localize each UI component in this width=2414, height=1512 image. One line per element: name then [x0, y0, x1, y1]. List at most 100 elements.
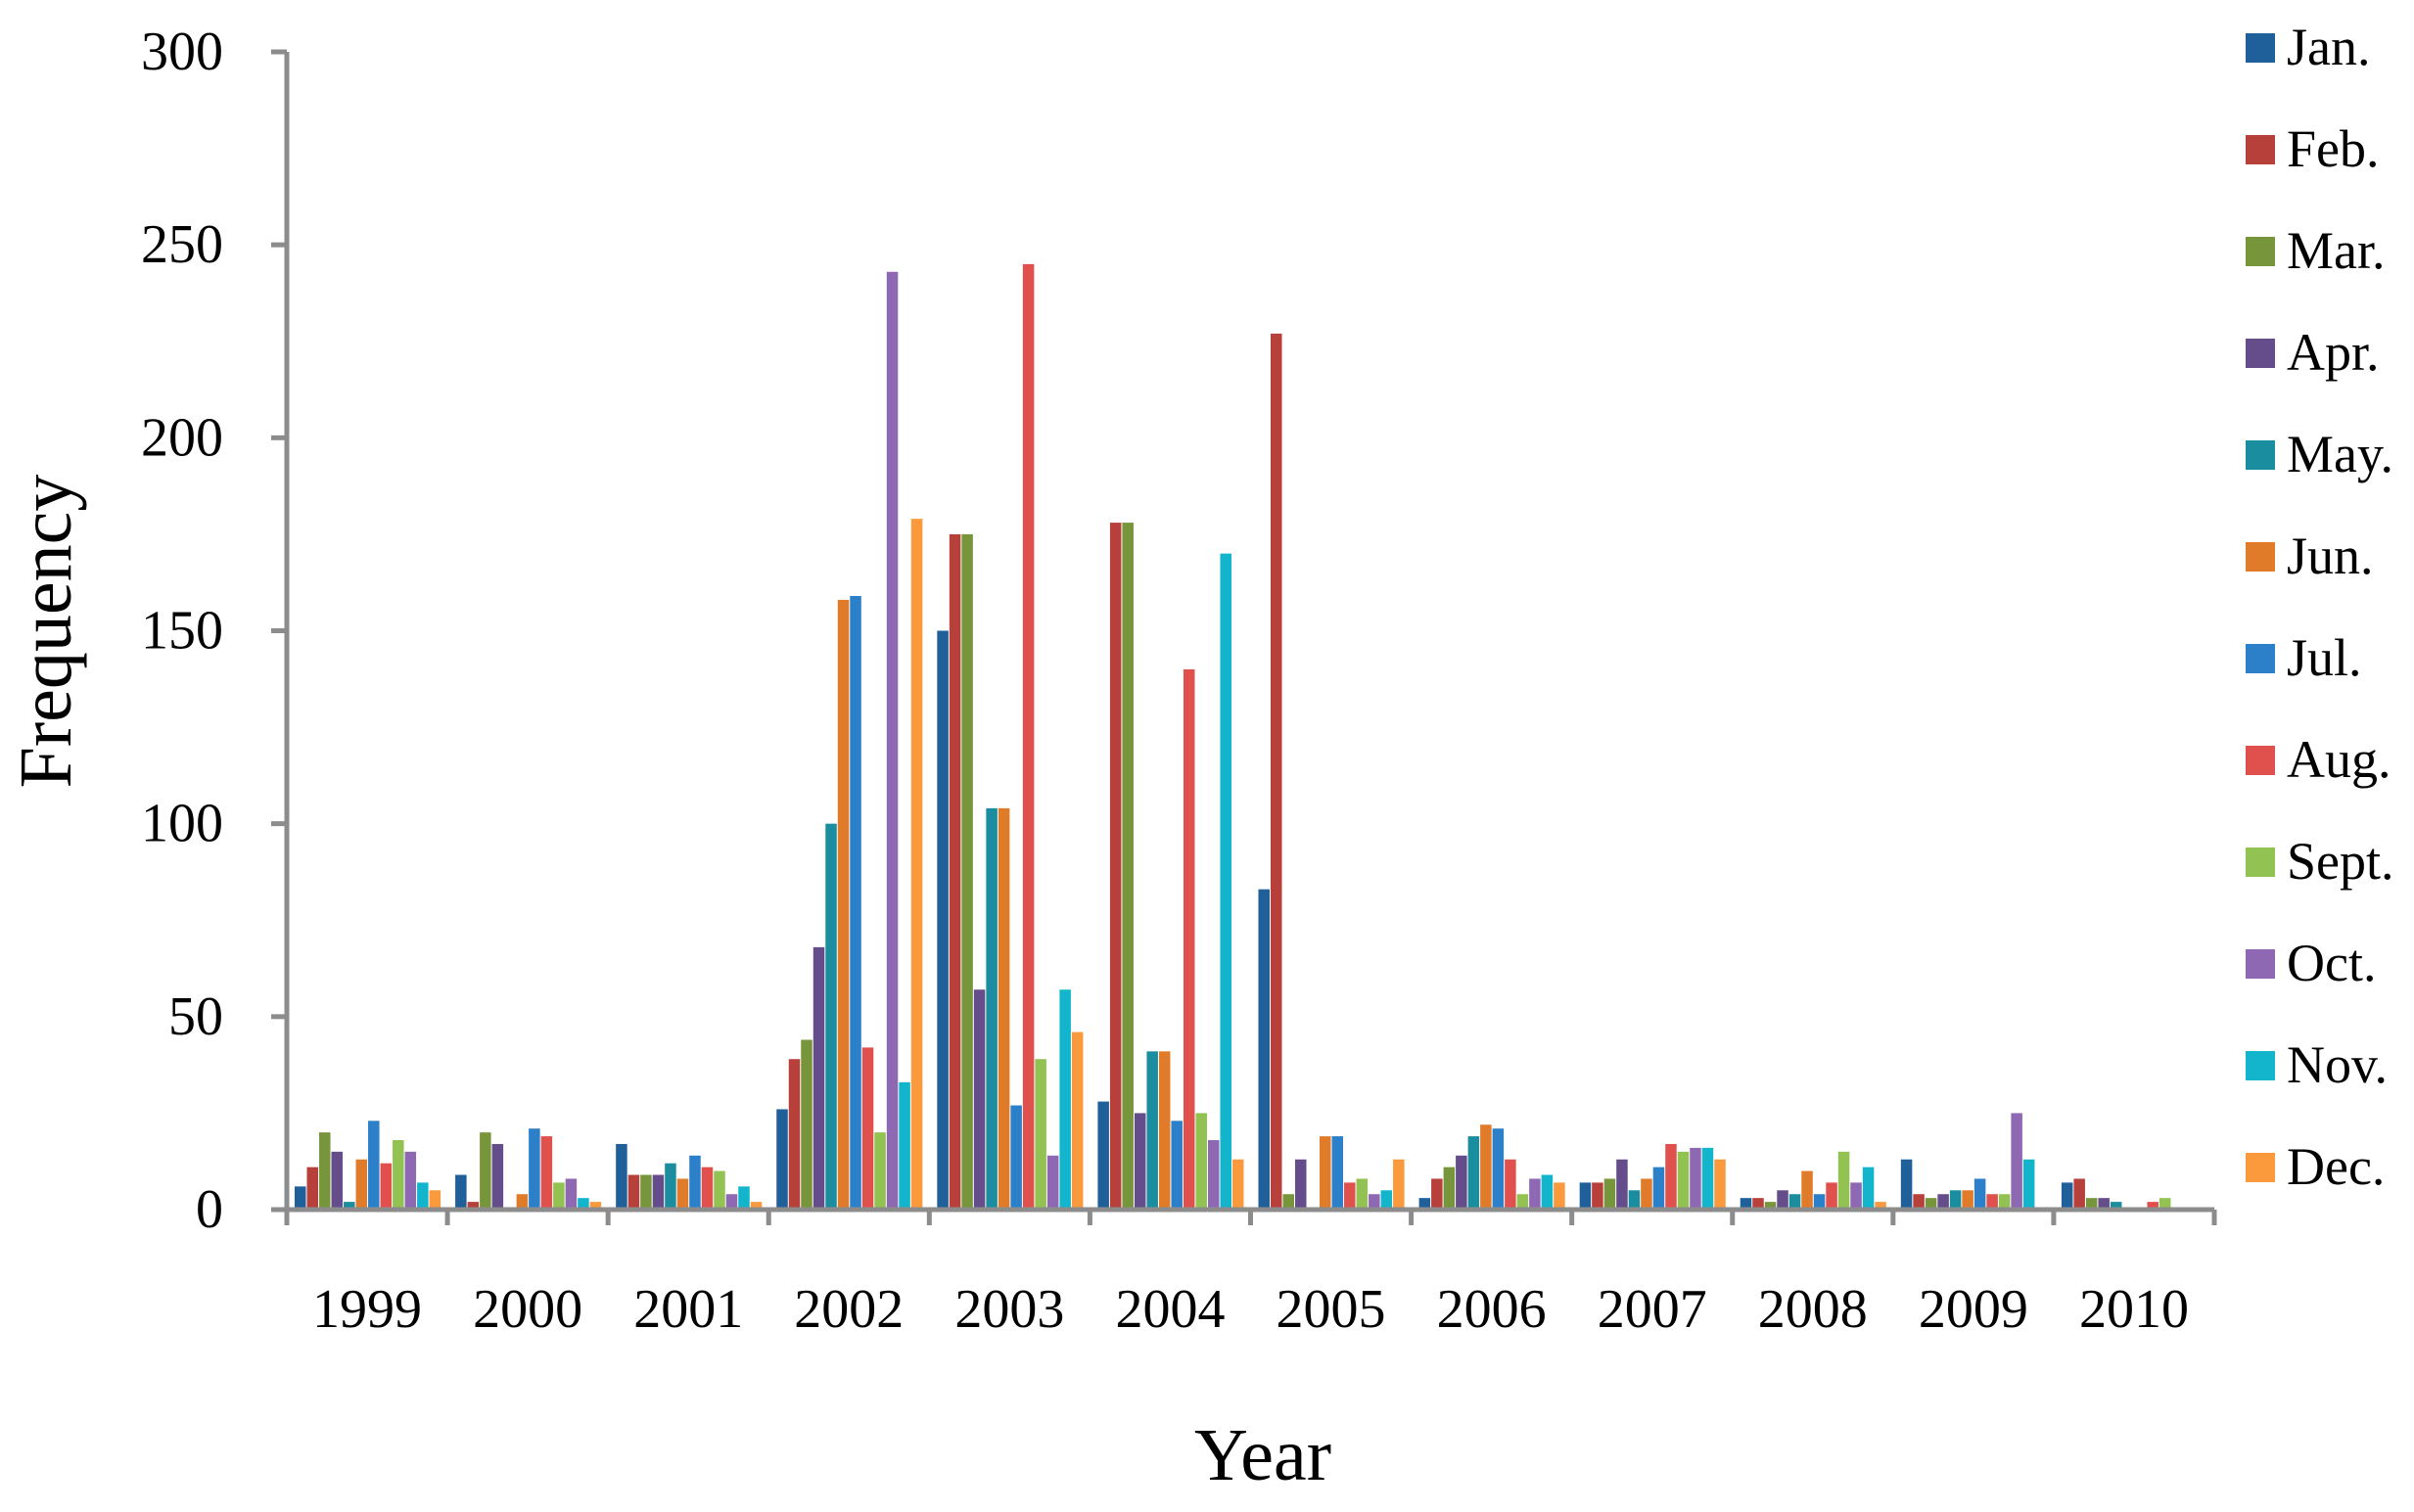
bar-2001-feb: [627, 1174, 640, 1210]
bar-2000-feb: [467, 1202, 480, 1210]
legend-item: Nov.: [2246, 1035, 2388, 1094]
legend-swatch: [2246, 848, 2275, 877]
bar-2001-mar: [640, 1174, 652, 1210]
bar-2003-jun: [998, 807, 1010, 1210]
bar-2000-nov: [578, 1198, 589, 1210]
bar-2002-apr: [812, 946, 825, 1210]
bar-2005-oct: [1369, 1194, 1380, 1210]
bar-2001-jan: [616, 1143, 627, 1210]
bar-2001-dec: [750, 1202, 763, 1210]
bar-2009-feb: [1913, 1194, 1925, 1210]
y-axis-ticks: 0 50 100 150 200 250 300: [141, 22, 287, 1240]
x-axis-ticks: 1999 2000 2001 2002 2003 2004 2005 2006 2007 2008…: [284, 1210, 2217, 1340]
bar-2000-mar: [480, 1132, 491, 1210]
legend-item: Dec.: [2246, 1137, 2385, 1196]
legend-label: Aug.: [2287, 730, 2391, 789]
legend-label: May.: [2287, 425, 2393, 483]
bar-2006-jun: [1480, 1124, 1492, 1210]
bar-2002-oct: [886, 271, 899, 1210]
bar-2001-may: [665, 1163, 676, 1210]
legend-swatch: [2246, 135, 2275, 164]
bar-2009-oct: [2011, 1113, 2022, 1210]
legend-swatch: [2246, 644, 2275, 673]
bar-2009-may: [1949, 1190, 1962, 1210]
legend-item: Apr.: [2246, 323, 2380, 382]
bar-2006-feb: [1431, 1178, 1443, 1210]
y-tick-label: 250: [141, 214, 223, 275]
legend-swatch: [2246, 237, 2275, 266]
bar-2003-sept: [1035, 1059, 1046, 1210]
bar-2002-jun: [837, 599, 850, 1210]
y-tick-label: 200: [141, 407, 223, 468]
bar-2005-dec: [1393, 1159, 1405, 1210]
bar-2010-mar: [2085, 1198, 2098, 1210]
bar-2002-may: [825, 823, 837, 1210]
x-tick-label: 2003: [954, 1279, 1064, 1340]
bar-2010-jan: [2061, 1182, 2073, 1210]
bar-2007-apr: [1616, 1159, 1628, 1210]
legend-label: Apr.: [2287, 323, 2380, 382]
bar-2006-jul: [1492, 1128, 1505, 1210]
x-tick-label: 2006: [1437, 1279, 1547, 1340]
bar-2008-jul: [1813, 1194, 1826, 1210]
bar-2005-mar: [1282, 1194, 1295, 1210]
bar-2002-dec: [910, 519, 923, 1210]
legend-item: Feb.: [2246, 119, 2380, 178]
bar-2000-apr: [491, 1143, 504, 1210]
bar-2002-feb: [788, 1059, 801, 1210]
bar-2010-may: [2110, 1202, 2122, 1210]
y-tick-label: 50: [168, 986, 223, 1047]
bar-2004-jul: [1171, 1121, 1183, 1210]
bar-2002-aug: [861, 1047, 874, 1210]
bar-2008-sept: [1837, 1151, 1850, 1210]
bar-2009-jul: [1973, 1178, 1986, 1210]
legend-item: Jun.: [2246, 527, 2374, 585]
bar-2001-sept: [714, 1170, 725, 1210]
bar-2003-jul: [1010, 1105, 1022, 1210]
bar-2009-mar: [1925, 1198, 1937, 1210]
y-axis-title: Frequency: [5, 475, 87, 789]
bar-2003-oct: [1046, 1155, 1059, 1210]
legend-label: Mar.: [2287, 221, 2386, 280]
legend-label: Dec.: [2287, 1137, 2385, 1196]
bar-2004-aug: [1183, 668, 1195, 1210]
legend-item: Mar.: [2246, 221, 2386, 280]
bar-2003-nov: [1059, 989, 1071, 1210]
x-tick-label: 2008: [1758, 1279, 1868, 1340]
legend-item: Sept.: [2246, 832, 2394, 891]
bar-2001-oct: [725, 1194, 738, 1210]
legend-label: Sept.: [2287, 832, 2394, 891]
bar-2007-feb: [1592, 1182, 1603, 1210]
bar-2004-dec: [1231, 1159, 1244, 1210]
bar-2006-oct: [1529, 1178, 1541, 1210]
bar-2004-jan: [1097, 1101, 1109, 1210]
legend-swatch: [2246, 339, 2275, 368]
bar-2004-jun: [1158, 1051, 1171, 1210]
bars-layer: [295, 263, 2171, 1211]
bar-2010-apr: [2098, 1198, 2110, 1210]
bar-1999-may: [344, 1202, 355, 1210]
bar-2007-jan: [1579, 1182, 1592, 1210]
x-tick-label: 2001: [633, 1279, 743, 1340]
x-tick-label: 2005: [1277, 1279, 1386, 1340]
bar-2009-apr: [1937, 1194, 1949, 1210]
x-tick-label: 2000: [473, 1279, 582, 1340]
x-tick-label: 2002: [794, 1279, 904, 1340]
legend-item: Aug.: [2246, 730, 2391, 789]
bar-2007-jul: [1652, 1167, 1665, 1210]
axes-layer: [284, 52, 2214, 1213]
y-tick-label: 150: [141, 601, 223, 662]
bar-2002-nov: [899, 1081, 910, 1210]
legend-swatch: [2246, 440, 2275, 470]
bar-2007-nov: [1701, 1147, 1714, 1210]
bar-2008-mar: [1764, 1202, 1777, 1210]
bar-2007-dec: [1714, 1159, 1726, 1210]
x-tick-label: 2004: [1115, 1279, 1225, 1340]
bar-2004-feb: [1109, 523, 1122, 1210]
bar-2008-feb: [1752, 1198, 1764, 1210]
bar-1999-jan: [295, 1186, 306, 1210]
bar-2004-nov: [1220, 553, 1231, 1210]
bar-2005-jun: [1320, 1136, 1331, 1210]
bar-2010-aug: [2147, 1202, 2159, 1210]
